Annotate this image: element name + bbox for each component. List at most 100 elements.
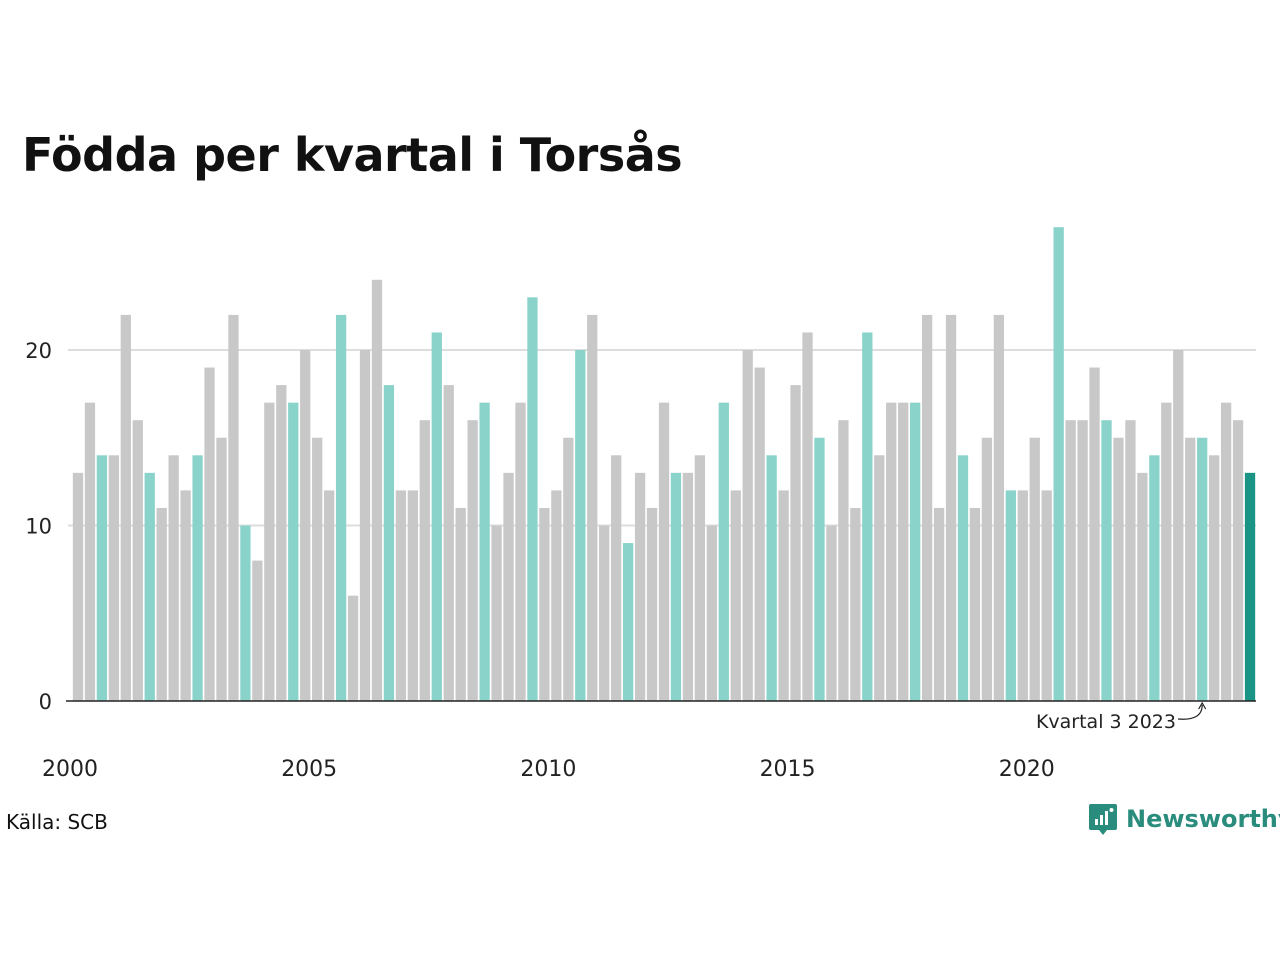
bar xyxy=(599,525,610,701)
bar xyxy=(347,595,359,701)
bar xyxy=(443,385,454,701)
bar xyxy=(969,507,981,701)
bar xyxy=(802,332,813,701)
bar xyxy=(1185,437,1196,701)
bar xyxy=(838,420,849,701)
bar xyxy=(84,402,96,701)
bar xyxy=(1101,420,1112,701)
bar xyxy=(383,385,395,701)
bar xyxy=(563,437,574,701)
bar xyxy=(1113,437,1124,701)
bar xyxy=(551,490,562,701)
bar xyxy=(1197,437,1208,701)
bar xyxy=(108,455,120,701)
bar xyxy=(694,455,706,701)
bar xyxy=(252,560,263,701)
bar xyxy=(323,490,335,701)
bar xyxy=(455,507,466,701)
brand-name: Newsworthy xyxy=(1126,805,1280,833)
bar xyxy=(706,525,717,701)
y-tick-label: 10 xyxy=(25,515,52,539)
bar xyxy=(491,525,502,701)
y-tick-label: 0 xyxy=(39,690,52,714)
x-tick-label: 2000 xyxy=(42,757,98,782)
bar xyxy=(587,314,598,701)
bar xyxy=(718,402,729,701)
bar xyxy=(766,455,777,701)
bar xyxy=(527,297,538,701)
bar xyxy=(933,507,945,701)
bar xyxy=(910,402,921,701)
bar xyxy=(1161,402,1172,701)
bar xyxy=(216,437,227,701)
annotation-arrow xyxy=(1177,704,1203,720)
bar xyxy=(240,525,251,701)
bar xyxy=(168,455,179,701)
bar xyxy=(132,420,143,701)
bar xyxy=(1137,472,1148,701)
bar xyxy=(862,332,873,701)
bar xyxy=(156,507,167,701)
bar xyxy=(144,472,155,701)
bar xyxy=(921,314,933,701)
bar xyxy=(1244,472,1256,701)
bar xyxy=(539,507,550,701)
bar xyxy=(1065,420,1076,701)
bar xyxy=(1209,455,1220,701)
bar xyxy=(945,314,957,701)
bar xyxy=(790,385,801,701)
annotation-layer: Kvartal 3 2023 xyxy=(1036,701,1207,733)
bar xyxy=(778,490,789,701)
bar xyxy=(611,455,622,701)
bar xyxy=(575,350,586,701)
bar xyxy=(658,402,670,701)
x-tick-label: 2010 xyxy=(520,757,576,782)
bar xyxy=(335,314,347,701)
bars-layer xyxy=(72,227,1256,701)
brand-logo[interactable]: Newsworthy xyxy=(1088,802,1280,836)
bar xyxy=(1077,420,1088,701)
bar xyxy=(264,402,275,701)
bar xyxy=(1053,227,1064,701)
bar xyxy=(682,472,694,701)
bar xyxy=(359,350,371,701)
bar xyxy=(72,472,84,701)
bar xyxy=(479,402,490,701)
annotation-label: Kvartal 3 2023 xyxy=(1036,711,1176,733)
bar xyxy=(180,490,191,701)
bar xyxy=(754,367,765,701)
bar xyxy=(431,332,442,701)
bar xyxy=(814,437,825,701)
newsworthy-logo-icon xyxy=(1089,804,1117,835)
bar xyxy=(730,490,741,701)
bar xyxy=(1220,402,1232,701)
bar xyxy=(742,350,753,701)
bar xyxy=(1017,490,1028,701)
bar xyxy=(228,314,239,701)
bar xyxy=(886,402,897,701)
bar xyxy=(622,543,634,701)
bar xyxy=(634,472,646,701)
x-tick-label: 2015 xyxy=(760,757,816,782)
bar xyxy=(192,455,203,701)
annotation-arrowhead xyxy=(1198,701,1207,710)
y-tick-label: 20 xyxy=(25,339,52,363)
bar xyxy=(288,402,299,701)
bar xyxy=(120,314,131,701)
bar xyxy=(1232,420,1244,701)
x-tick-label: 2020 xyxy=(999,757,1055,782)
bar xyxy=(419,420,430,701)
bar xyxy=(1041,490,1052,701)
bar xyxy=(515,402,526,701)
x-tick-label: 2005 xyxy=(281,757,337,782)
bar xyxy=(981,437,993,701)
bar xyxy=(467,420,478,701)
bar xyxy=(96,455,108,701)
bar xyxy=(1125,420,1136,701)
bar xyxy=(1005,490,1016,701)
bar xyxy=(503,472,514,701)
bar xyxy=(312,437,323,701)
bar xyxy=(826,525,837,701)
bar xyxy=(276,385,287,701)
